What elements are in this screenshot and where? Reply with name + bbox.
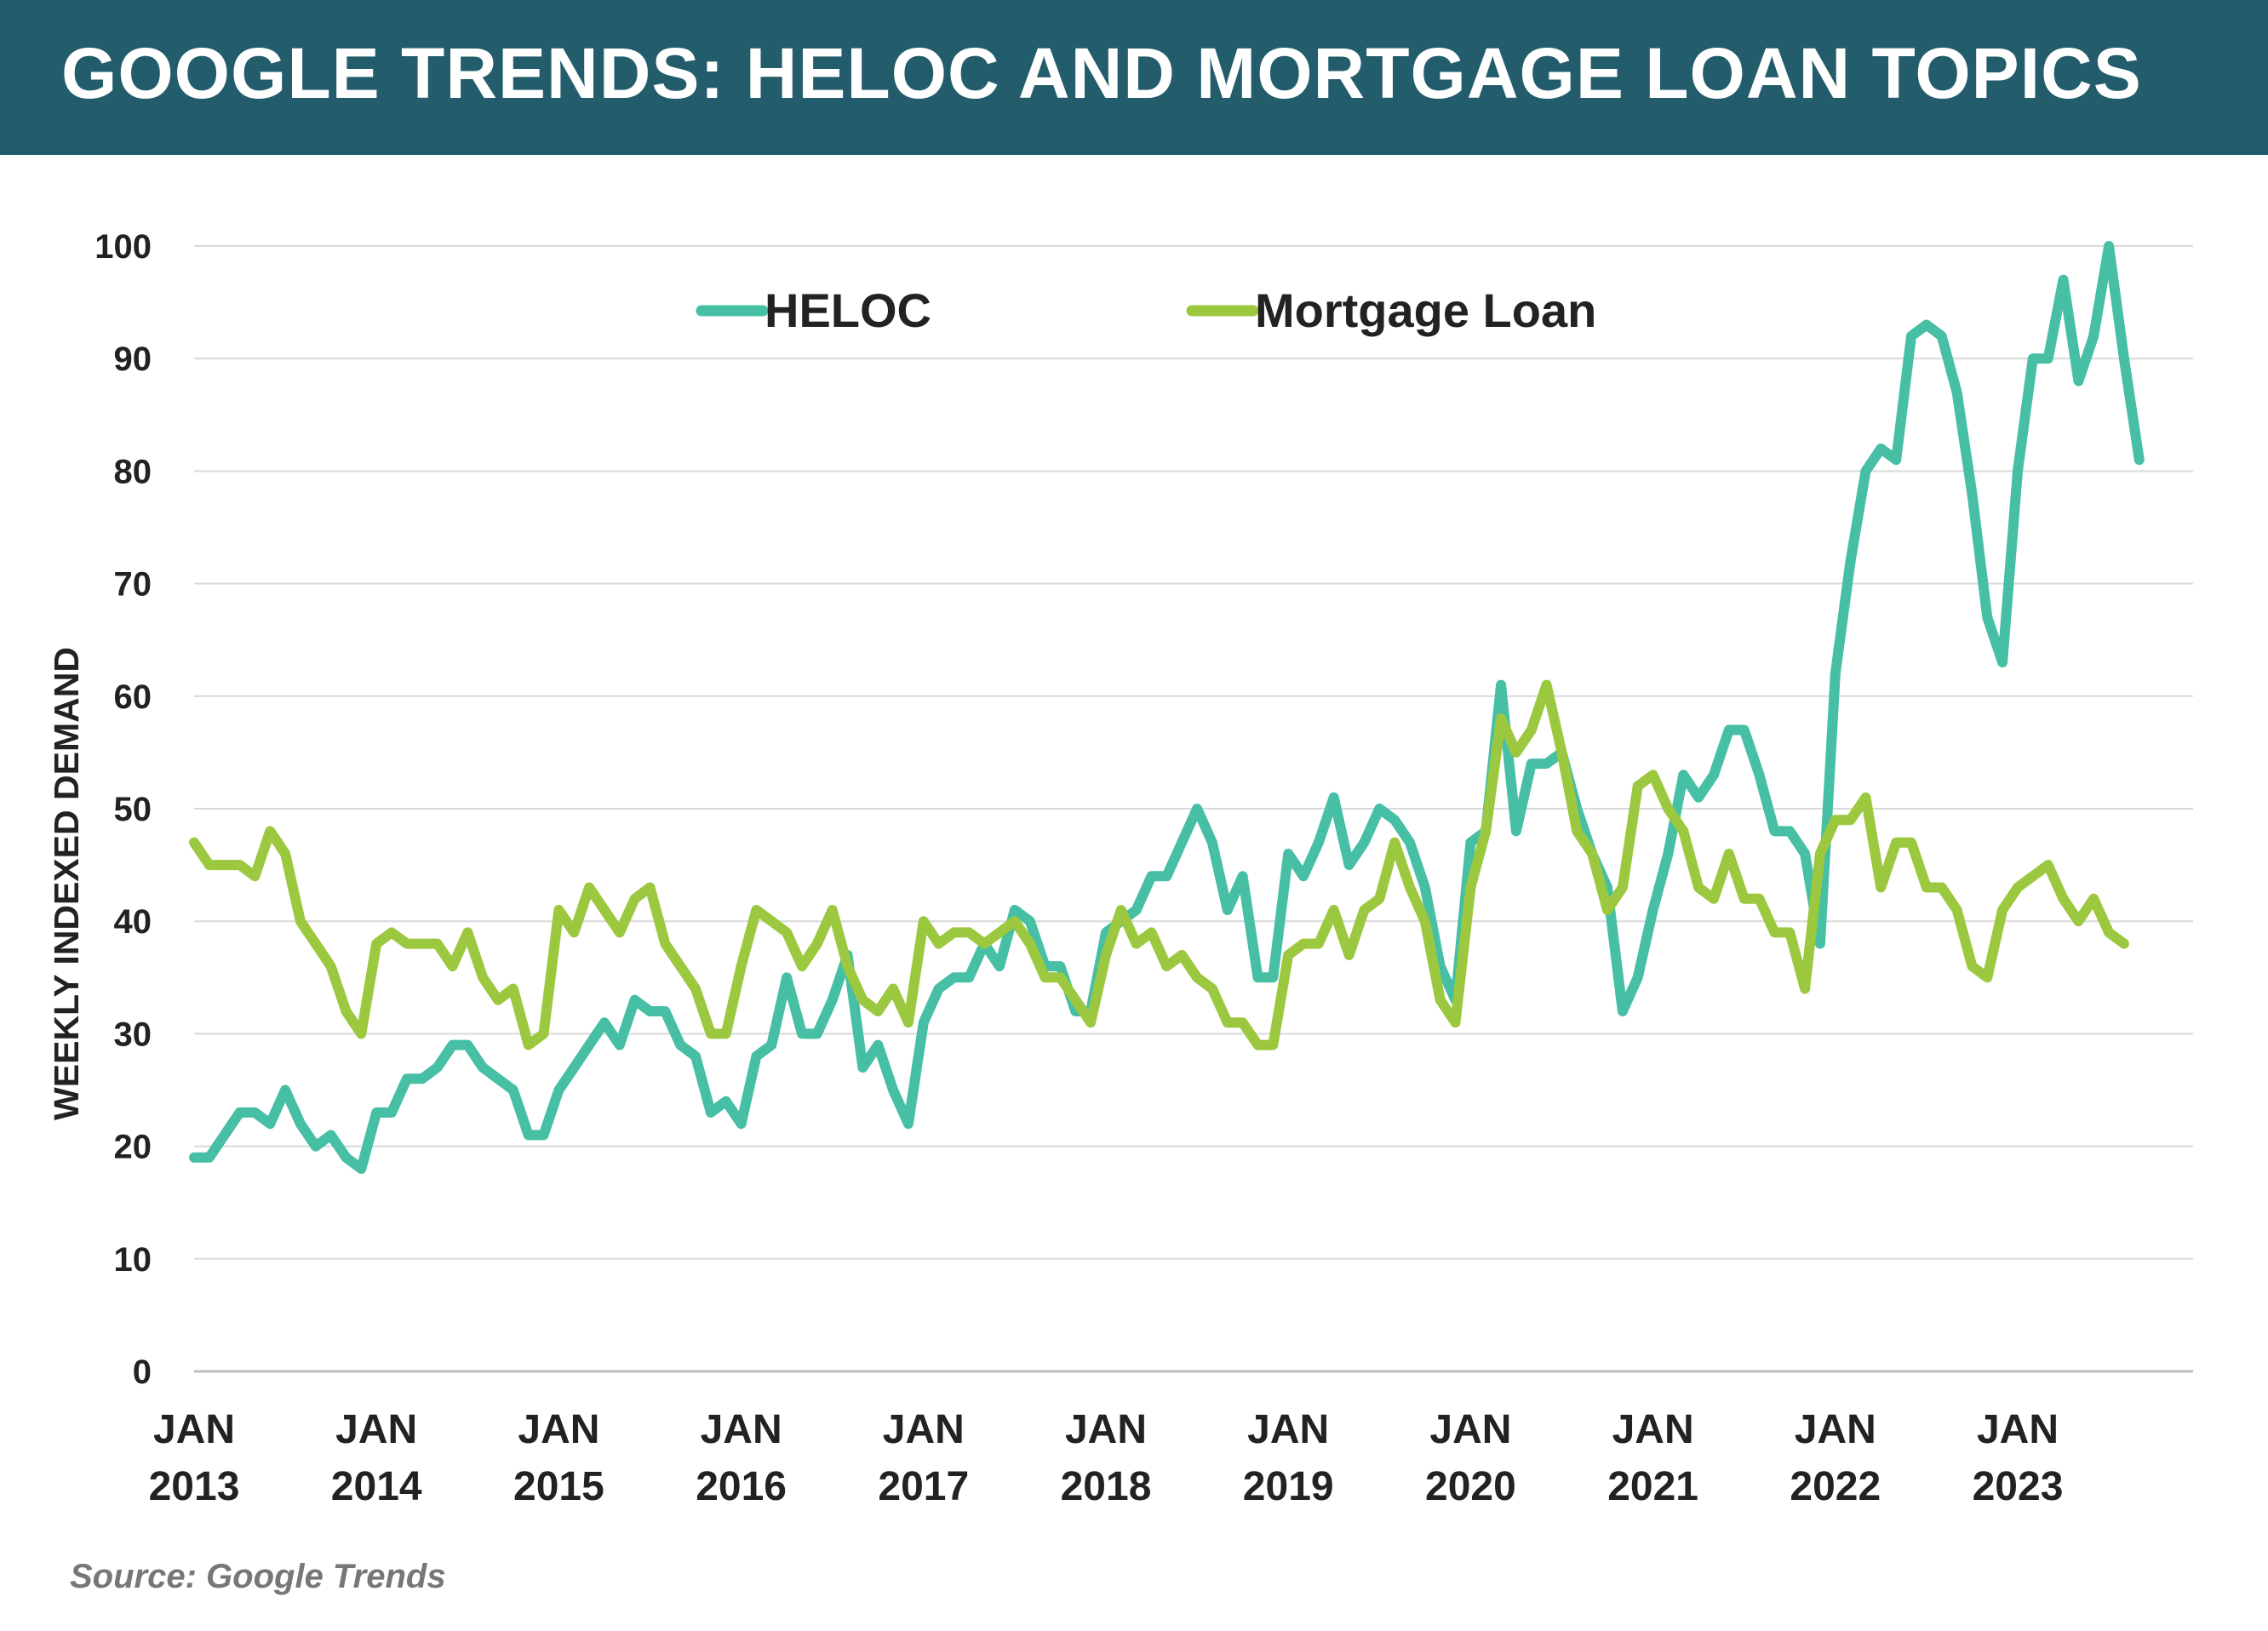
- y-tick-label: 20: [114, 1129, 152, 1166]
- series-line-mortgage-loan: [189, 679, 2129, 1050]
- x-tick-year: 2015: [513, 1464, 604, 1509]
- x-tick-month: JAN: [1612, 1407, 1694, 1452]
- series-line-heloc: [189, 241, 2145, 1174]
- x-tick-year: 2023: [1973, 1464, 2064, 1509]
- x-tick-year: 2018: [1061, 1464, 1152, 1509]
- series-lines: [189, 241, 2145, 1174]
- y-tick-label: 100: [94, 228, 152, 266]
- legend-label: HELOC: [765, 283, 931, 337]
- legend: HELOC Mortgage Loan: [696, 283, 1596, 337]
- y-tick-label: 60: [114, 678, 152, 716]
- y-tick-label: 0: [133, 1353, 152, 1391]
- x-tick-year: 2019: [1243, 1464, 1334, 1509]
- y-tick-label: 30: [114, 1016, 152, 1053]
- x-tick-year: 2017: [878, 1464, 969, 1509]
- y-axis-label: WEEKLY INDEXED DEMAND: [47, 647, 86, 1120]
- legend-label: Mortgage Loan: [1255, 283, 1596, 337]
- y-tick-label: 80: [114, 453, 152, 490]
- y-tick-label: 40: [114, 903, 152, 941]
- x-tick-year: 2021: [1607, 1464, 1698, 1509]
- y-tick-label: 10: [114, 1241, 152, 1279]
- x-tick-year: 2013: [149, 1464, 240, 1509]
- x-tick-month: JAN: [518, 1407, 599, 1452]
- x-tick-month: JAN: [1065, 1407, 1147, 1452]
- header-bar: GOOGLE TRENDS: HELOC AND MORTGAGE LOAN T…: [0, 0, 2268, 155]
- x-tick-year: 2016: [696, 1464, 787, 1509]
- x-tick-month: JAN: [1429, 1407, 1511, 1452]
- x-tick-month: JAN: [883, 1407, 965, 1452]
- source-note: Source: Google Trends: [70, 1558, 446, 1595]
- x-axis-ticks: JAN 2013 JAN 2014 JAN 2015 JAN 2016 JAN 2017 JAN 20…: [149, 1407, 2064, 1509]
- y-tick-label: 90: [114, 341, 152, 378]
- y-axis-ticks: 0 10 20 30 40 50 60 70 80 90 100: [94, 228, 152, 1391]
- y-tick-label: 50: [114, 791, 152, 828]
- x-tick-year: 2014: [331, 1464, 422, 1509]
- page-title: GOOGLE TRENDS: HELOC AND MORTGAGE LOAN T…: [61, 33, 2142, 113]
- x-tick-month: JAN: [1795, 1407, 1876, 1452]
- x-tick-year: 2020: [1425, 1464, 1516, 1509]
- x-tick-month: JAN: [1247, 1407, 1329, 1452]
- x-tick-month: JAN: [153, 1407, 235, 1452]
- y-tick-label: 70: [114, 566, 152, 604]
- x-tick-month: JAN: [1977, 1407, 2059, 1452]
- x-tick-year: 2022: [1790, 1464, 1881, 1509]
- x-tick-month: JAN: [335, 1407, 417, 1452]
- x-tick-month: JAN: [701, 1407, 782, 1452]
